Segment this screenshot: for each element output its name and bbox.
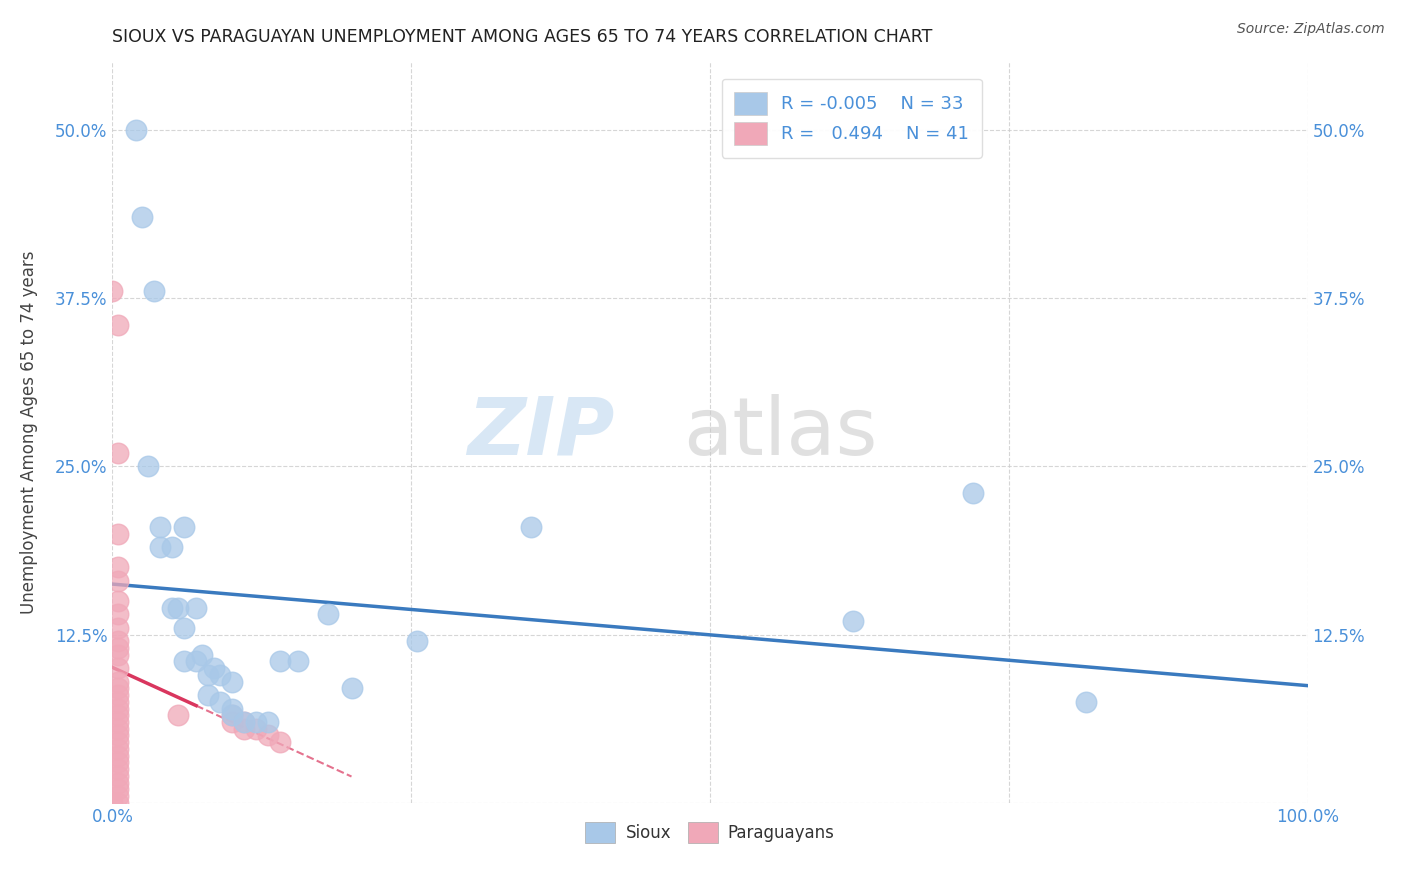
Point [186,655,208,669]
Point [107,782,129,797]
Point [107,701,129,715]
Point [233,722,256,736]
Y-axis label: Unemployment Among Ages 65 to 74 years: Unemployment Among Ages 65 to 74 years [20,251,38,615]
Point [233,714,256,729]
Point [257,714,280,729]
Point [107,708,129,723]
Point [107,762,129,776]
Point [107,648,129,662]
Point [406,634,429,648]
Point [101,796,124,810]
Point [143,285,166,299]
Point [107,674,129,689]
Point [107,775,129,789]
Point [1076,695,1098,709]
Point [101,285,124,299]
Point [107,607,129,622]
Point [197,668,219,682]
Point [107,756,129,770]
Point [221,708,243,723]
Point [209,695,232,709]
Point [107,695,129,709]
Point [209,668,232,682]
Point [221,708,243,723]
Point [842,614,865,628]
Text: ZIP: ZIP [467,393,614,472]
Point [107,621,129,635]
Point [138,459,160,474]
Point [107,574,129,588]
Point [173,655,195,669]
Point [221,701,243,715]
Point [167,708,190,723]
Legend: Sioux, Paraguayans: Sioux, Paraguayans [579,815,841,850]
Point [962,486,984,500]
Point [269,655,291,669]
Point [107,748,129,763]
Point [107,640,129,655]
Point [107,796,129,810]
Point [173,621,195,635]
Point [173,520,195,534]
Point [107,722,129,736]
Point [245,722,267,736]
Point [149,540,172,554]
Point [107,446,129,460]
Point [221,674,243,689]
Point [107,769,129,783]
Text: Source: ZipAtlas.com: Source: ZipAtlas.com [1237,22,1385,37]
Text: atlas: atlas [683,393,877,472]
Point [197,688,219,702]
Point [287,655,309,669]
Point [107,681,129,696]
Point [520,520,543,534]
Point [233,714,256,729]
Point [107,714,129,729]
Point [162,540,183,554]
Point [107,661,129,675]
Point [107,318,129,332]
Point [186,600,208,615]
Point [107,526,129,541]
Point [107,688,129,702]
Point [202,661,225,675]
Point [107,634,129,648]
Point [162,600,183,615]
Point [107,594,129,608]
Point [340,681,363,696]
Point [107,789,129,803]
Text: SIOUX VS PARAGUAYAN UNEMPLOYMENT AMONG AGES 65 TO 74 YEARS CORRELATION CHART: SIOUX VS PARAGUAYAN UNEMPLOYMENT AMONG A… [112,28,932,45]
Point [221,714,243,729]
Point [316,607,339,622]
Point [191,648,214,662]
Point [257,729,280,743]
Point [149,520,172,534]
Point [107,735,129,749]
Point [131,211,153,225]
Point [107,560,129,574]
Point [269,735,291,749]
Point [107,742,129,756]
Point [167,600,190,615]
Point [245,714,267,729]
Point [125,122,148,136]
Point [107,729,129,743]
